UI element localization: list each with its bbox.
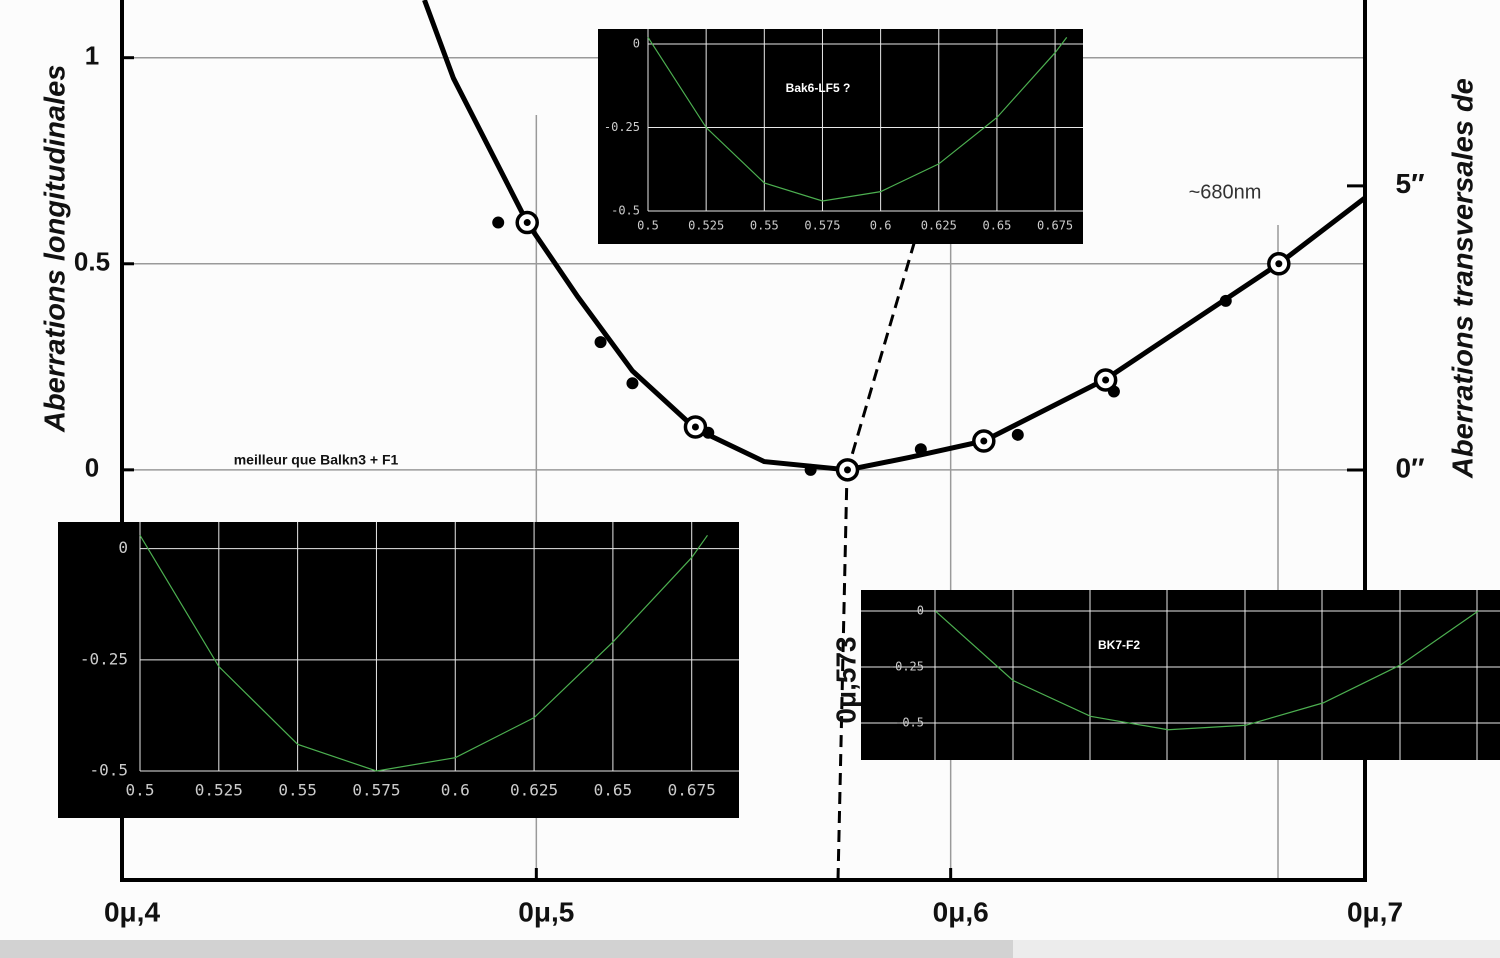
inset-background [598,29,1083,244]
open-point-center [1275,260,1283,268]
line [935,610,1479,731]
dot-point [804,463,817,476]
inset-title: BK7-F2 [1098,638,1140,652]
line [139,534,708,772]
x-tick-label: 0μ,6 [933,896,989,927]
dot-point [914,443,927,456]
dot-point [1011,428,1024,441]
y-tick-label: 0 [85,453,99,483]
y-tick-label: -0.5 [89,761,128,780]
open-point-center [523,219,531,227]
annotation: 0μ,573 [830,636,861,723]
y2-axis-label: Aberrations transversales de [1448,78,1480,479]
dot-point [626,377,639,390]
x-tick-label: 0.65 [982,219,1011,233]
line [647,36,1068,202]
x-tick-label: 0.675 [668,781,716,800]
x-tick-label: 0.65 [594,781,633,800]
x-tick-label: 0.6 [441,781,470,800]
y-tick-label: 1 [85,41,99,71]
y2-tick-label: 5″ [1396,168,1425,199]
x-tick-label: 0.55 [278,781,317,800]
x-tick-label: 0.575 [352,781,400,800]
open-point-center [980,437,988,445]
y-tick-label: 0 [633,37,640,51]
inset-title: Bak6-LF5 ? [786,81,851,95]
x-tick-label: 0.5 [637,219,659,233]
x-tick-label: 0μ,5 [518,896,574,927]
x-tick-label: 0.525 [195,781,243,800]
x-tick-label: 0μ,7 [1347,896,1403,927]
x-tick-label: 0.575 [804,219,840,233]
dot-point [492,216,505,229]
y-tick-label: 0 [917,604,924,618]
dot-point [1107,385,1120,398]
open-point-center [691,423,699,431]
y-tick-label: 0 [118,538,128,557]
annotation: ~680nm [1189,181,1262,203]
scrollbar-track[interactable] [1013,940,1500,958]
x-tick-label: 0μ,4 [104,896,160,927]
inset-background [58,522,739,818]
y-tick-label: -0.25 [604,120,640,134]
inset-chart: 0.5 0.525 0.55 0.575 0.6 0.625 0.65 0.675 0 -0.25… [58,522,739,818]
open-point-center [843,466,851,474]
dot-point [594,336,607,349]
x-tick-label: 0.5 [126,781,155,800]
y-tick-label: -0.5 [895,716,924,730]
y-tick-label: -0.5 [611,204,640,218]
x-tick-label: 0.525 [688,219,724,233]
y-tick-label: -0.25 [80,649,128,668]
y-axis-label: Aberrations longitudinales [40,65,72,433]
inset-chart: 0 -0.25 -0.5 BK7-F2 [861,590,1500,760]
inset-chart: 0.5 0.525 0.55 0.575 0.6 0.625 0.65 0.675 0 -0.25… [598,29,1083,244]
dashed-line [836,471,849,881]
x-tick-label: 0.625 [510,781,558,800]
scrollbar-thumb[interactable] [0,940,1013,958]
dot-point [702,426,715,439]
x-tick-label: 0.675 [1037,219,1073,233]
dot-point [1219,294,1232,307]
open-point-center [1102,376,1110,384]
x-tick-label: 0.625 [921,219,957,233]
x-tick-label: 0.6 [870,219,892,233]
inset-background [861,590,1500,760]
dashed-line [845,239,917,473]
y2-tick-label: 0″ [1396,452,1425,483]
y-tick-label: -0.25 [888,660,924,674]
y-tick-label: 0.5 [74,247,110,277]
annotation: meilleur que Balkn3 + F1 [234,452,399,468]
x-tick-label: 0.55 [750,219,779,233]
